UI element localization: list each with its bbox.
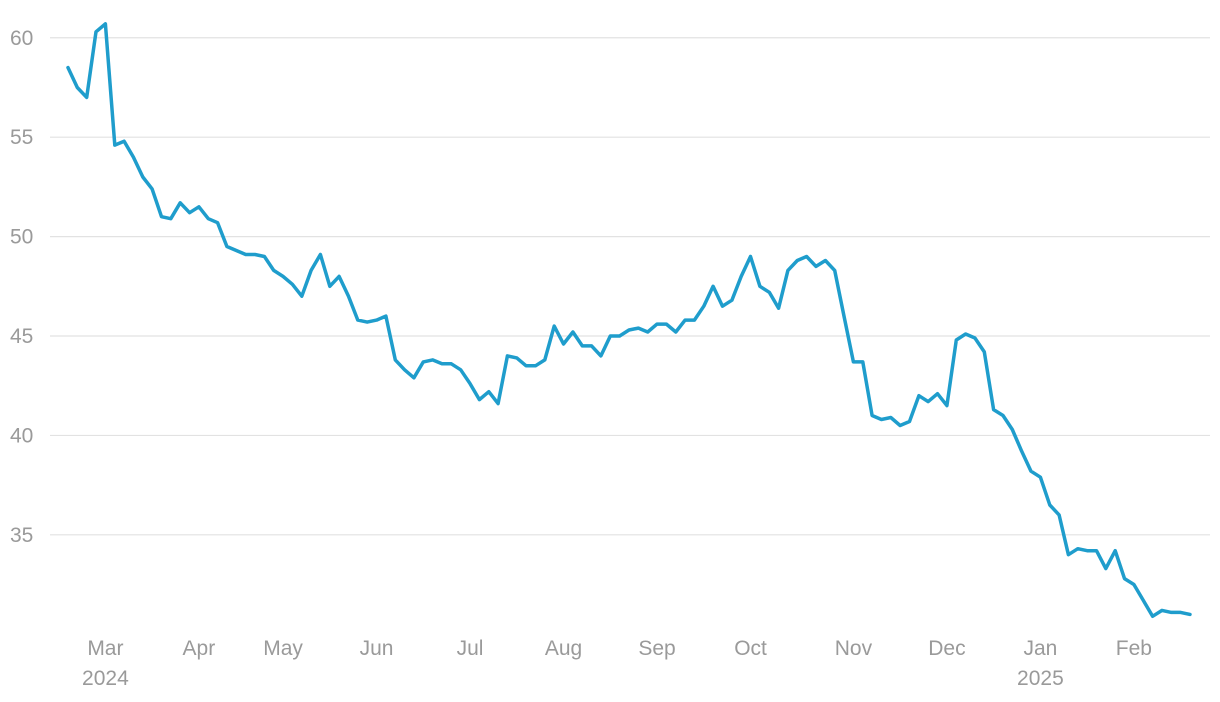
- x-tick-label: Dec: [928, 637, 965, 660]
- x-tick-label: Feb: [1116, 637, 1152, 660]
- y-tick-label: 50: [10, 226, 33, 249]
- y-tick-label: 40: [10, 424, 33, 447]
- x-tick-label: Jun: [360, 637, 394, 660]
- y-tick-label: 60: [10, 27, 33, 50]
- x-tick-label: Mar 2024: [82, 637, 129, 690]
- x-tick-label: Aug: [545, 637, 582, 660]
- data-line: [66, 22, 1192, 619]
- x-tick-label: Jan 2025: [1017, 637, 1064, 690]
- x-tick-label: Jul: [457, 637, 484, 660]
- y-tick-label: 45: [10, 325, 33, 348]
- y-tick-label: 35: [10, 524, 33, 547]
- y-tick-label: 55: [10, 126, 33, 149]
- x-tick-label: Nov: [835, 637, 873, 660]
- x-tick-label: Oct: [734, 637, 767, 660]
- x-tick-label: Sep: [638, 637, 675, 660]
- x-tick-label: May: [263, 637, 303, 660]
- x-tick-label: Apr: [183, 637, 216, 660]
